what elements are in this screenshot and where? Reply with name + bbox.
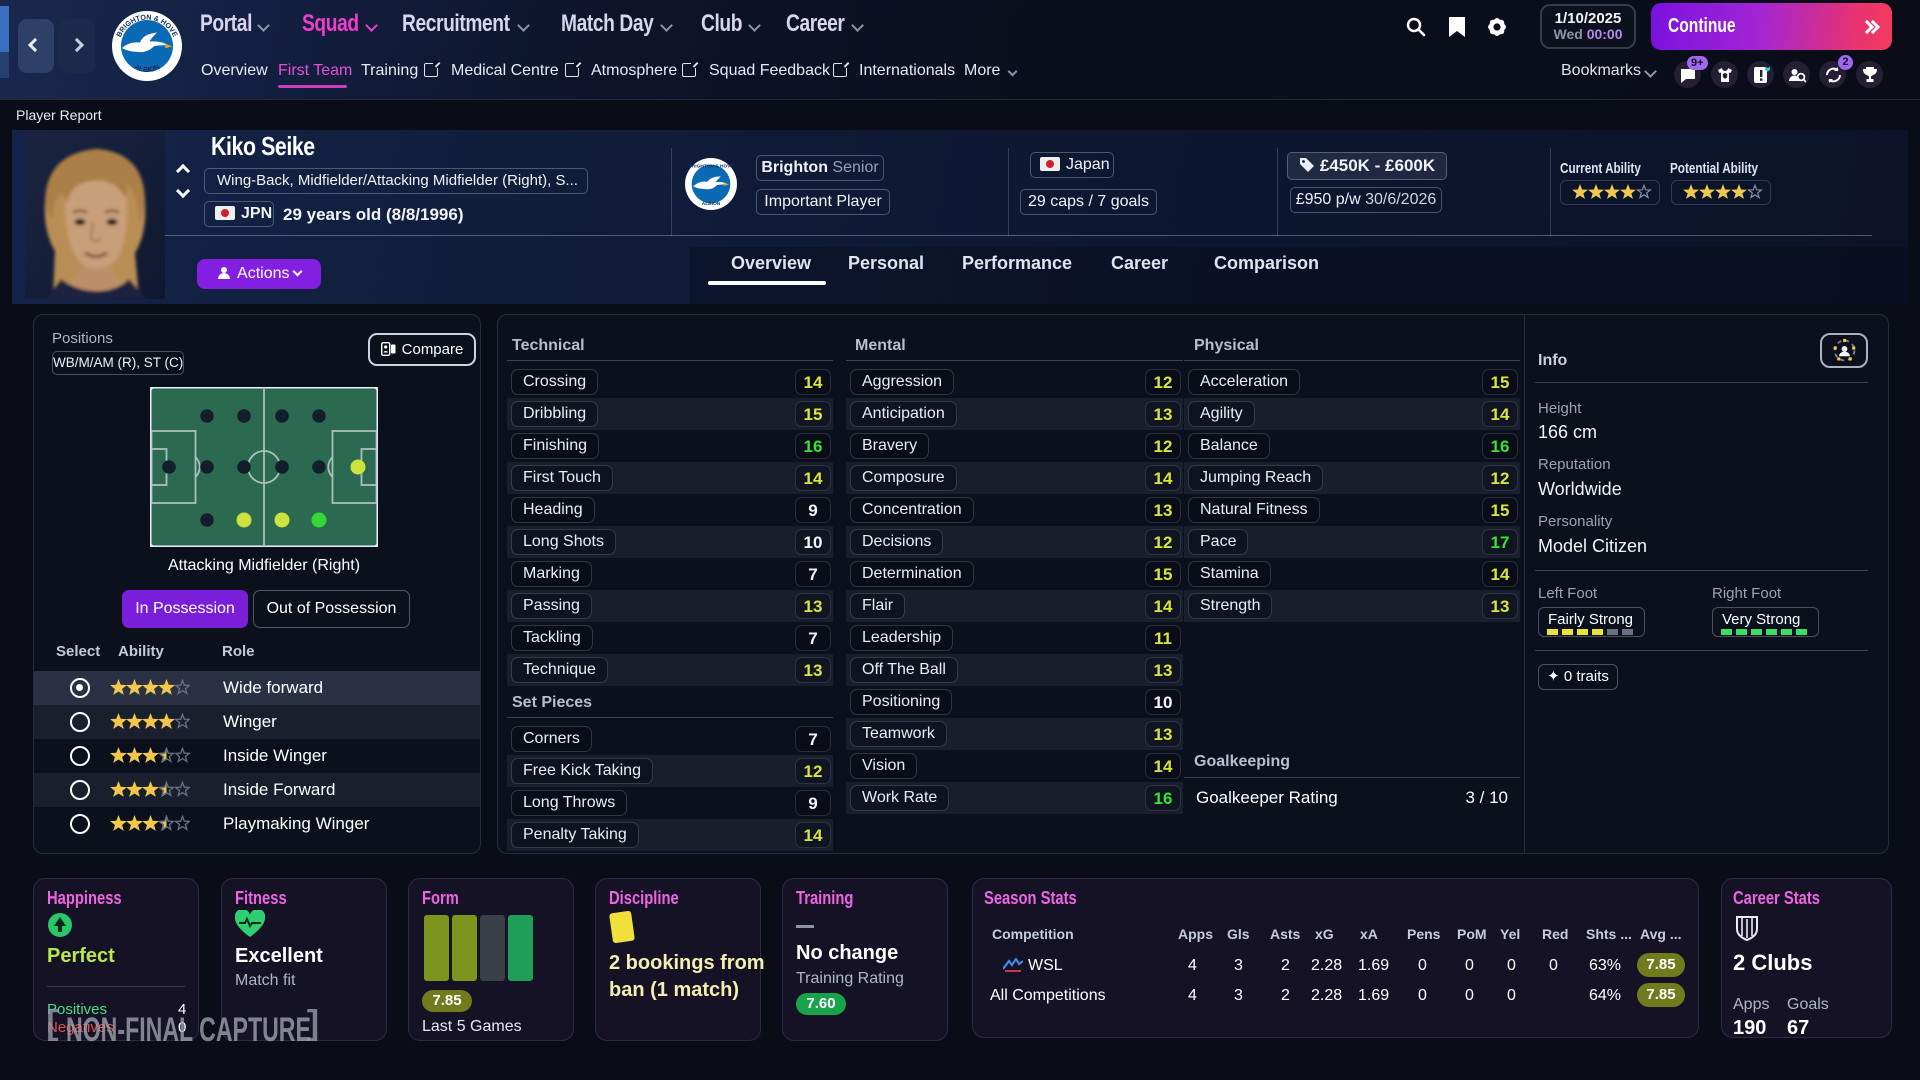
svg-text:ALBION: ALBION bbox=[702, 201, 721, 207]
svg-text:ALBION: ALBION bbox=[133, 62, 161, 74]
svg-text:BRIGHTON & HOVE: BRIGHTON & HOVE bbox=[688, 163, 734, 169]
